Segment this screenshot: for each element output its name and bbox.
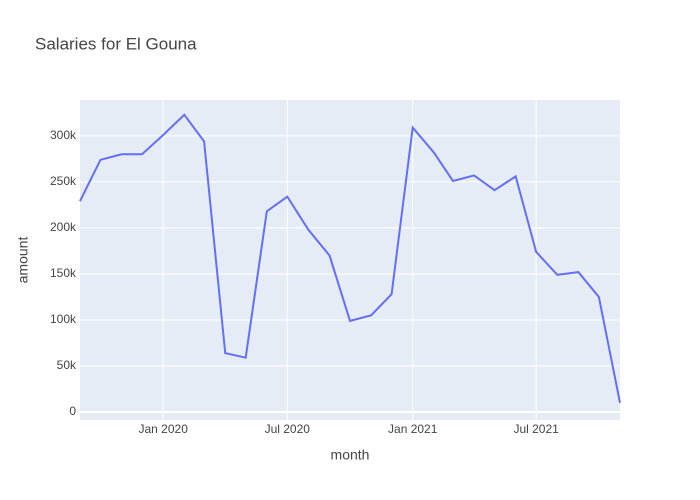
y-tick-label: 0 xyxy=(69,404,76,418)
x-tick-label: Jan 2020 xyxy=(138,422,188,436)
y-tick-label: 300k xyxy=(50,128,77,142)
x-tick-label: Jan 2021 xyxy=(388,422,438,436)
chart-title: Salaries for El Gouna xyxy=(35,34,197,53)
line xyxy=(79,113,621,403)
y-axis-label: amount xyxy=(15,237,31,284)
y-tick-label: 200k xyxy=(50,220,77,234)
y-tick-label: 150k xyxy=(50,266,77,280)
y-tick-label: 250k xyxy=(50,174,77,188)
plot-background xyxy=(80,100,620,420)
y-tick-label: 100k xyxy=(50,312,77,326)
x-axis-label: month xyxy=(331,447,370,463)
x-tick-label: Jul 2021 xyxy=(513,422,559,436)
y-tick-label: 50k xyxy=(57,358,77,372)
x-tick-label: Jul 2020 xyxy=(265,422,311,436)
